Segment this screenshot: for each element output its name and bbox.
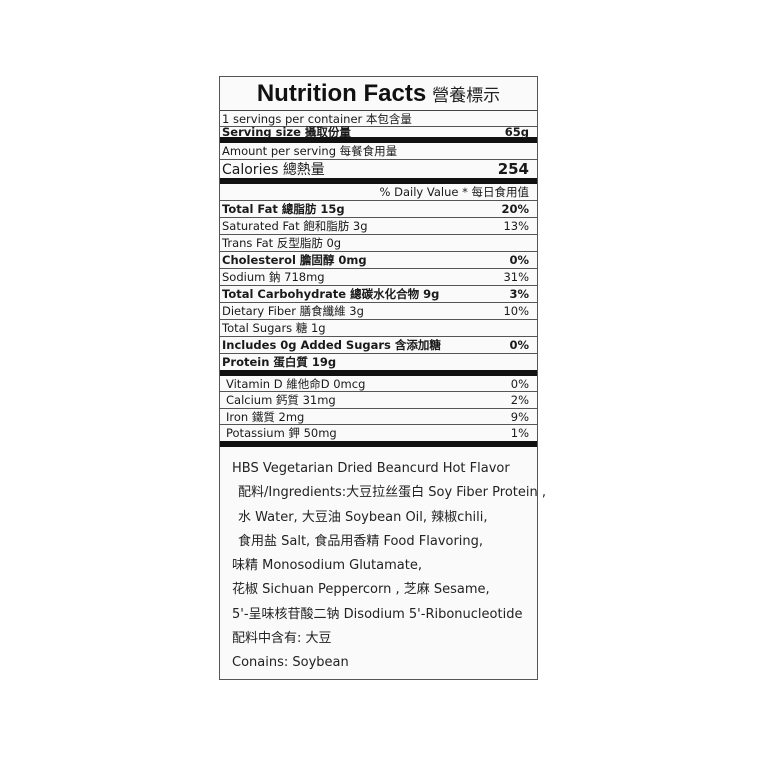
title-en: Nutrition Facts [256,79,427,107]
nutrient-dv: 20% [501,202,529,216]
nutrient-label: Includes 0g Added Sugars 含添加糖 [222,338,441,352]
mineral-row: Iron 鐵質 2mg 9% [220,409,537,425]
nutrient-dv: 0% [509,338,529,352]
nutrient-label: Sodium 鈉 718mg [222,270,325,284]
nutrient-row: Total Carbohydrate 總碳水化合物 9g 3% [220,286,537,303]
nutrient-label: Trans Fat 反型脂肪 0g [222,236,342,250]
ingredients-line: 花椒 Sichuan Peppercorn , 芝麻 Sesame, [232,582,490,598]
ingredients-line: 5'-呈味核苷酸二钠 Disodium 5'-Ribonucleotide [232,606,523,622]
ingredients-line: 水 Water, 大豆油 Soybean Oil, 辣椒chili, [238,509,488,525]
servings-per-container: 1 servings per container 本包含量 [220,111,537,127]
nutrient-dv: 31% [503,270,529,284]
amount-per-serving: Amount per serving 每餐食用量 [220,143,537,160]
nutrient-dv: 10% [503,304,529,318]
mineral-dv: 1% [510,426,529,440]
ingredients-line: 味精 Monosodium Glutamate, [232,558,422,574]
nutrient-label: Dietary Fiber 膳食纖維 3g [222,304,364,318]
nutrient-row: Total Sugars 糖 1g [220,320,537,337]
allergen-zh: 配料中含有: 大豆 [232,631,332,647]
mineral-label: Potassium 鉀 50mg [226,426,337,440]
serving-size-row: Serving size 攝取份量 65g [220,125,537,143]
mineral-label: Iron 鐵質 2mg [226,409,305,424]
mineral-label: Calcium 鈣質 31mg [226,393,336,407]
calories-value: 254 [497,160,529,178]
allergen-en: Conains: Soybean [232,655,349,671]
title-zh: 營養標示 [432,86,501,106]
calories-row: Calories 總熱量 254 [220,160,537,184]
mineral-dv: 2% [510,393,529,407]
product-name: HBS Vegetarian Dried Beancurd Hot Flavor [232,461,510,476]
nutrient-dv: 13% [503,219,529,233]
mineral-dv: 9% [510,409,529,424]
nutrient-row: Cholesterol 膽固醇 0mg 0% [220,252,537,269]
nutrient-row: Protein 蛋白質 19g [220,354,537,376]
nutrient-label: Cholesterol 膽固醇 0mg [222,253,367,267]
serving-size-value: 65g [504,125,529,139]
mineral-label: Vitamin D 維他命D 0mcg [226,376,366,391]
mineral-dv: 0% [510,376,529,391]
nutrient-row: Sodium 鈉 718mg 31% [220,269,537,286]
mineral-row: Calcium 鈣質 31mg 2% [220,392,537,409]
nutrient-label: Total Sugars 糖 1g [222,321,326,335]
servings-text: 1 servings per container 本包含量 [222,111,412,126]
nutrient-dv: 3% [509,287,529,301]
nutrition-label: Nutrition Facts 營養標示 1 servings per cont… [219,76,546,680]
serving-size-label: Serving size 攝取份量 [222,125,351,139]
nutrient-label: Total Carbohydrate 總碳水化合物 9g [222,287,440,301]
nutrition-title: Nutrition Facts 營養標示 [220,77,537,111]
mineral-row: Vitamin D 維他命D 0mcg 0% [220,376,537,392]
ingredients-line: 食用盐 Salt, 食品用香精 Food Flavoring, [238,533,484,549]
nutrient-row: Saturated Fat 飽和脂肪 3g 13% [220,218,537,235]
nutrient-row: Total Fat 總脂肪 15g 20% [220,201,537,218]
daily-value-text: % Daily Value * 每日食用值 [379,185,529,199]
nutrient-row: Includes 0g Added Sugars 含添加糖 0% [220,337,537,354]
nutrient-label: Protein 蛋白質 19g [222,355,337,369]
amount-text: Amount per serving 每餐食用量 [222,144,398,158]
ingredients-block: HBS Vegetarian Dried Beancurd Hot Flavor… [220,447,546,676]
nutrient-dv: 0% [509,253,529,267]
calories-label: Calories 總熱量 [222,162,325,178]
nutrient-label: Total Fat 總脂肪 15g [222,202,345,216]
daily-value-header: % Daily Value * 每日食用值 [220,184,537,201]
nutrient-row: Dietary Fiber 膳食纖維 3g 10% [220,303,537,320]
nutrient-row: Trans Fat 反型脂肪 0g [220,235,537,252]
mineral-row: Potassium 鉀 50mg 1% [220,425,537,447]
ingredients-line: 配料/Ingredients:大豆拉丝蛋白 Soy Fiber Protein … [238,485,546,501]
nutrient-label: Saturated Fat 飽和脂肪 3g [222,219,368,233]
